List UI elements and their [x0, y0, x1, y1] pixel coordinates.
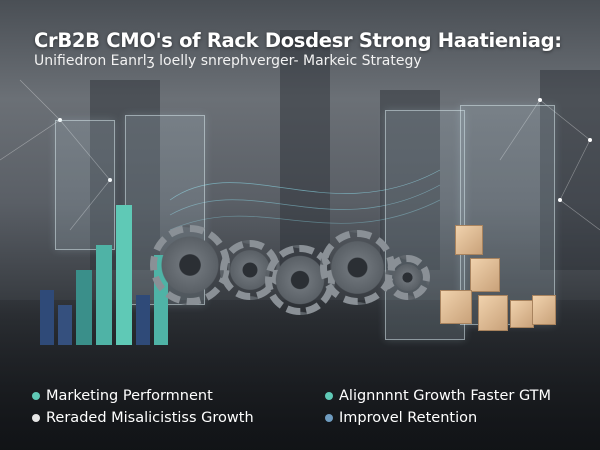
bullet-list-left: Marketing Performnent Reraded Misalicist… — [32, 385, 254, 429]
box-icon — [440, 290, 472, 324]
dashboard-panel-left — [55, 120, 115, 250]
bullet-dot-icon — [325, 392, 333, 400]
box-icon — [510, 300, 534, 328]
bullet-dot-icon — [32, 414, 40, 422]
box-icon — [478, 295, 508, 331]
box-icon — [470, 258, 500, 292]
bar — [96, 245, 112, 345]
box-icon — [532, 295, 556, 325]
bullet-item: Alignnnnt Growth Faster GTM — [325, 385, 551, 407]
bar — [40, 290, 54, 345]
bullet-label: Alignnnnt Growth Faster GTM — [339, 388, 552, 404]
bullet-list-right: Alignnnnt Growth Faster GTM Improvel Ret… — [325, 385, 551, 429]
background-building — [540, 70, 600, 270]
page-title: CrB2B CMO's of Rack Dosdesr Strong Haati… — [34, 29, 562, 52]
bar — [58, 305, 72, 345]
bar — [76, 270, 92, 345]
bullet-dot-icon — [32, 392, 40, 400]
background-building — [280, 30, 330, 270]
bullet-item: Improvel Retention — [325, 407, 551, 429]
dashboard-panel-right-2 — [460, 105, 555, 325]
bullet-label: Marketing Performnent — [46, 388, 213, 404]
bullet-label: Reraded Misalicistiss Growth — [46, 410, 254, 426]
bullet-dot-icon — [325, 414, 333, 422]
box-icon — [455, 225, 483, 255]
gear-icon — [320, 230, 395, 305]
bar — [136, 295, 150, 345]
gear-icon — [150, 225, 230, 305]
page-subtitle: Unifiedron Eanrlʒ loelly snrephverger- M… — [34, 53, 422, 69]
bullet-item: Reraded Misalicistiss Growth — [32, 407, 254, 429]
bar — [116, 205, 132, 345]
gear-icon — [385, 255, 430, 300]
bullet-label: Improvel Retention — [339, 410, 478, 426]
background-building — [380, 90, 440, 270]
bullet-item: Marketing Performnent — [32, 385, 254, 407]
